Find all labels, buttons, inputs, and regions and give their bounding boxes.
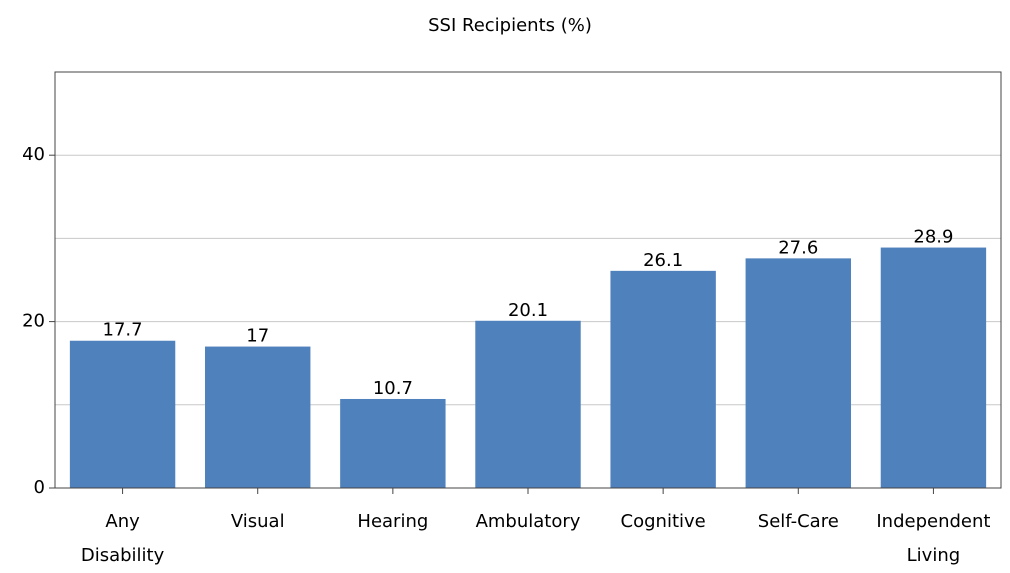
bar [69,340,176,488]
x-tick-label: Self-Care [758,511,839,532]
y-tick-label: 20 [22,311,45,332]
x-tick-label: Ambulatory [476,511,581,532]
y-tick-label: 0 [34,477,45,498]
value-label: 26.1 [643,250,683,271]
value-label: 17 [246,326,269,347]
x-tick-label: Independent [876,511,990,532]
x-tick-label: Living [907,545,961,566]
value-label: 10.7 [373,378,413,399]
bar [205,346,311,488]
bar [745,258,851,488]
x-tick-label: Visual [231,511,285,532]
x-tick-label: Hearing [357,511,428,532]
x-tick-label: Any [105,511,140,532]
bar [610,270,716,488]
value-label: 27.6 [778,237,818,258]
value-label: 17.7 [103,320,143,341]
bar [340,398,446,488]
value-label: 20.1 [508,300,548,321]
plot-frame [54,71,1002,489]
bar [880,247,987,488]
x-tick-label: Cognitive [621,511,706,532]
value-label: 28.9 [913,227,953,248]
chart-title: SSI Recipients (%) [428,15,592,36]
y-tick-label: 40 [22,144,45,165]
bar [475,320,581,488]
x-tick-label: Disability [81,545,165,566]
